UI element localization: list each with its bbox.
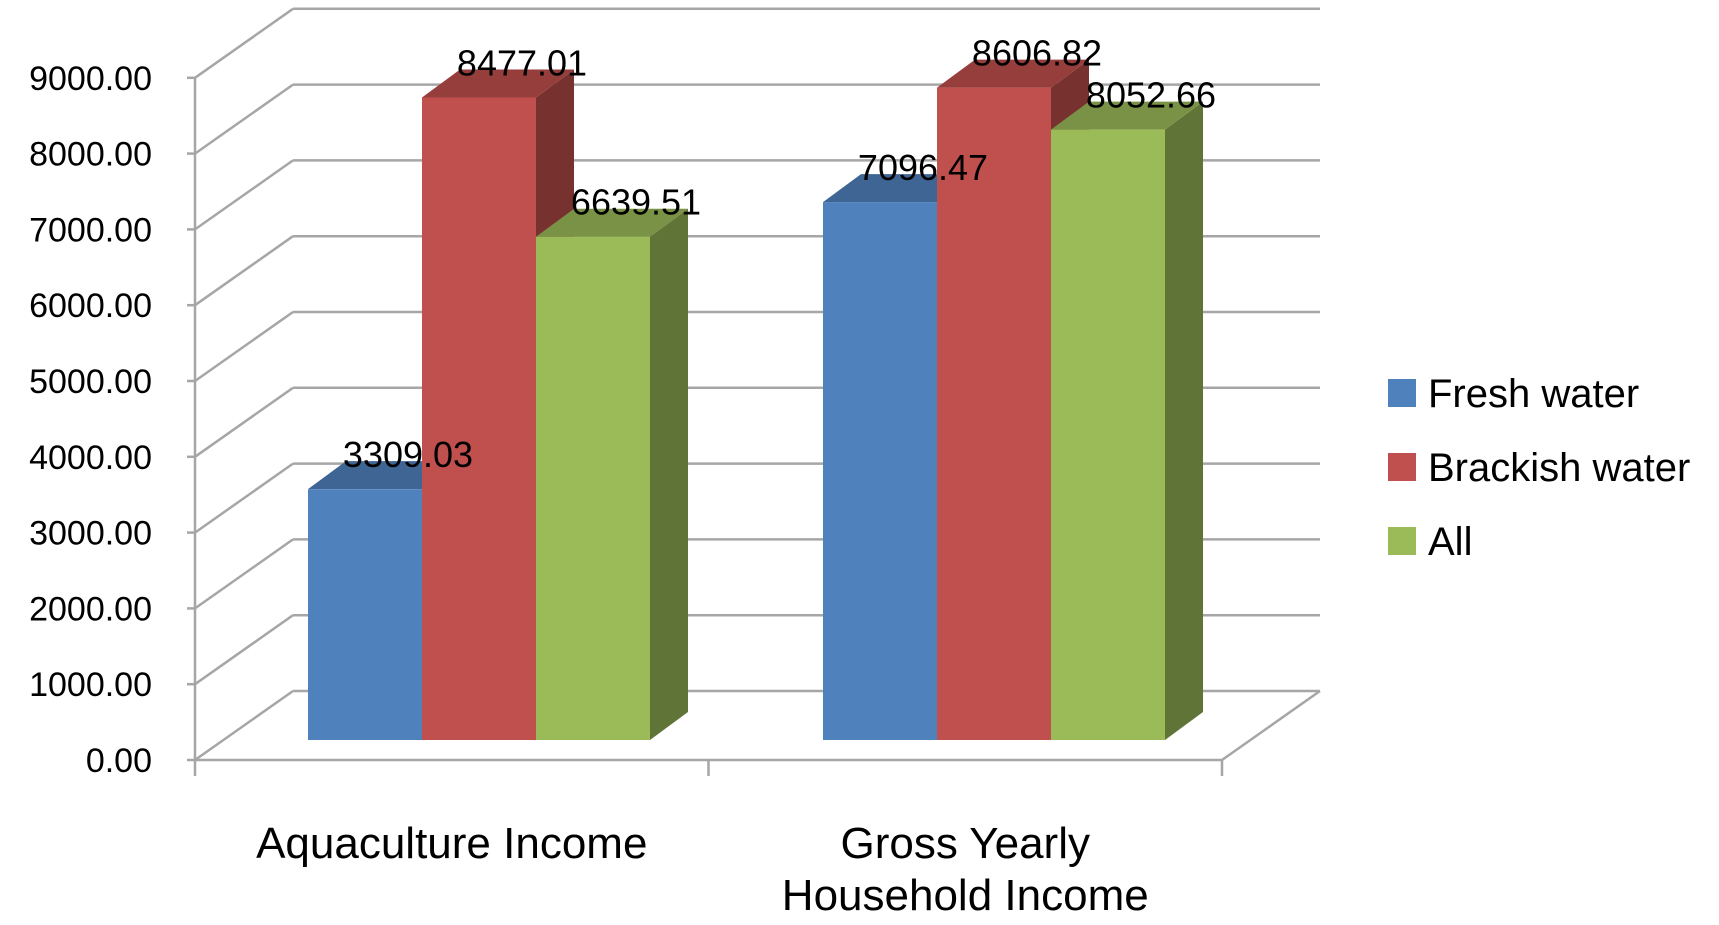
data-label: 3309.03 (343, 434, 473, 475)
y-tick-label: 6000.00 (29, 287, 152, 325)
x-category-label-line: Aquaculture Income (256, 819, 647, 868)
y-tick-label: 9000.00 (29, 60, 152, 98)
bars (308, 59, 1203, 741)
bar-top (1051, 101, 1203, 130)
x-axis: Aquaculture Income Gross Yearly Household … (193, 758, 1224, 920)
legend-item: Brackish water (1388, 446, 1690, 490)
side-wall-gridline (194, 614, 294, 686)
y-tick-label: 4000.00 (29, 439, 152, 477)
x-category-label-line: Household Income (782, 871, 1149, 920)
y-tick-label: 3000.00 (29, 515, 152, 553)
x-category-label: Gross Yearly Household Income (782, 819, 1149, 920)
legend-label: Brackish water (1428, 446, 1690, 490)
data-labels: 3309.03 8477.01 6639.51 7096.47 8606.828052.… (343, 33, 1216, 476)
side-wall-gridline (194, 159, 294, 231)
bar-top (536, 208, 688, 237)
bar-side (650, 208, 688, 740)
y-tick-label: 7000.00 (29, 211, 152, 249)
bar (1051, 101, 1203, 740)
side-wall-gridline (194, 310, 294, 383)
data-label: 8052.66 (1086, 75, 1216, 116)
legend-swatch (1388, 527, 1416, 555)
bar-front (422, 97, 536, 741)
legend-label: Fresh water (1428, 372, 1639, 416)
side-wall-gridline (194, 462, 294, 534)
legend-label: All (1428, 520, 1472, 564)
x-category-label-line: Gross Yearly (841, 819, 1090, 868)
side-wall-gridline (194, 386, 294, 458)
y-axis: 0.00 1000.00 2000.00 3000.00 4000.00 5000.00 6… (29, 60, 197, 780)
data-label: 6639.51 (571, 182, 701, 223)
y-tick-label: 5000.00 (29, 363, 152, 401)
bar-front (823, 202, 937, 740)
legend-item: All (1388, 520, 1472, 564)
bar (536, 208, 688, 740)
x-category-label: Aquaculture Income (256, 819, 647, 868)
floor-edge (1221, 689, 1321, 762)
legend: Fresh water Brackish water All (1388, 372, 1690, 564)
y-tick-label: 1000.00 (29, 666, 152, 704)
bar-top (422, 69, 574, 98)
y-tick-label: 0.00 (86, 742, 152, 780)
bar-front (1051, 129, 1165, 740)
legend-item: Fresh water (1388, 372, 1639, 416)
side-wall-gridline (194, 83, 294, 155)
bar-side (1165, 101, 1203, 740)
side-wall-gridline (194, 7, 294, 79)
side-wall-gridline (194, 689, 294, 762)
side-wall-gridline (194, 235, 294, 307)
data-label: 8477.01 (457, 42, 587, 83)
side-wall-gridline (194, 538, 294, 610)
bar-front (937, 87, 1051, 741)
bar-front (536, 236, 650, 740)
legend-swatch (1388, 453, 1416, 481)
y-tick-label: 2000.00 (29, 590, 152, 628)
data-label: 7096.47 (858, 147, 988, 188)
bar-front (308, 489, 422, 740)
legend-swatch (1388, 379, 1416, 407)
bar-top (937, 59, 1089, 88)
y-tick-label: 8000.00 (29, 136, 152, 174)
data-label: 8606.82 (972, 33, 1102, 74)
